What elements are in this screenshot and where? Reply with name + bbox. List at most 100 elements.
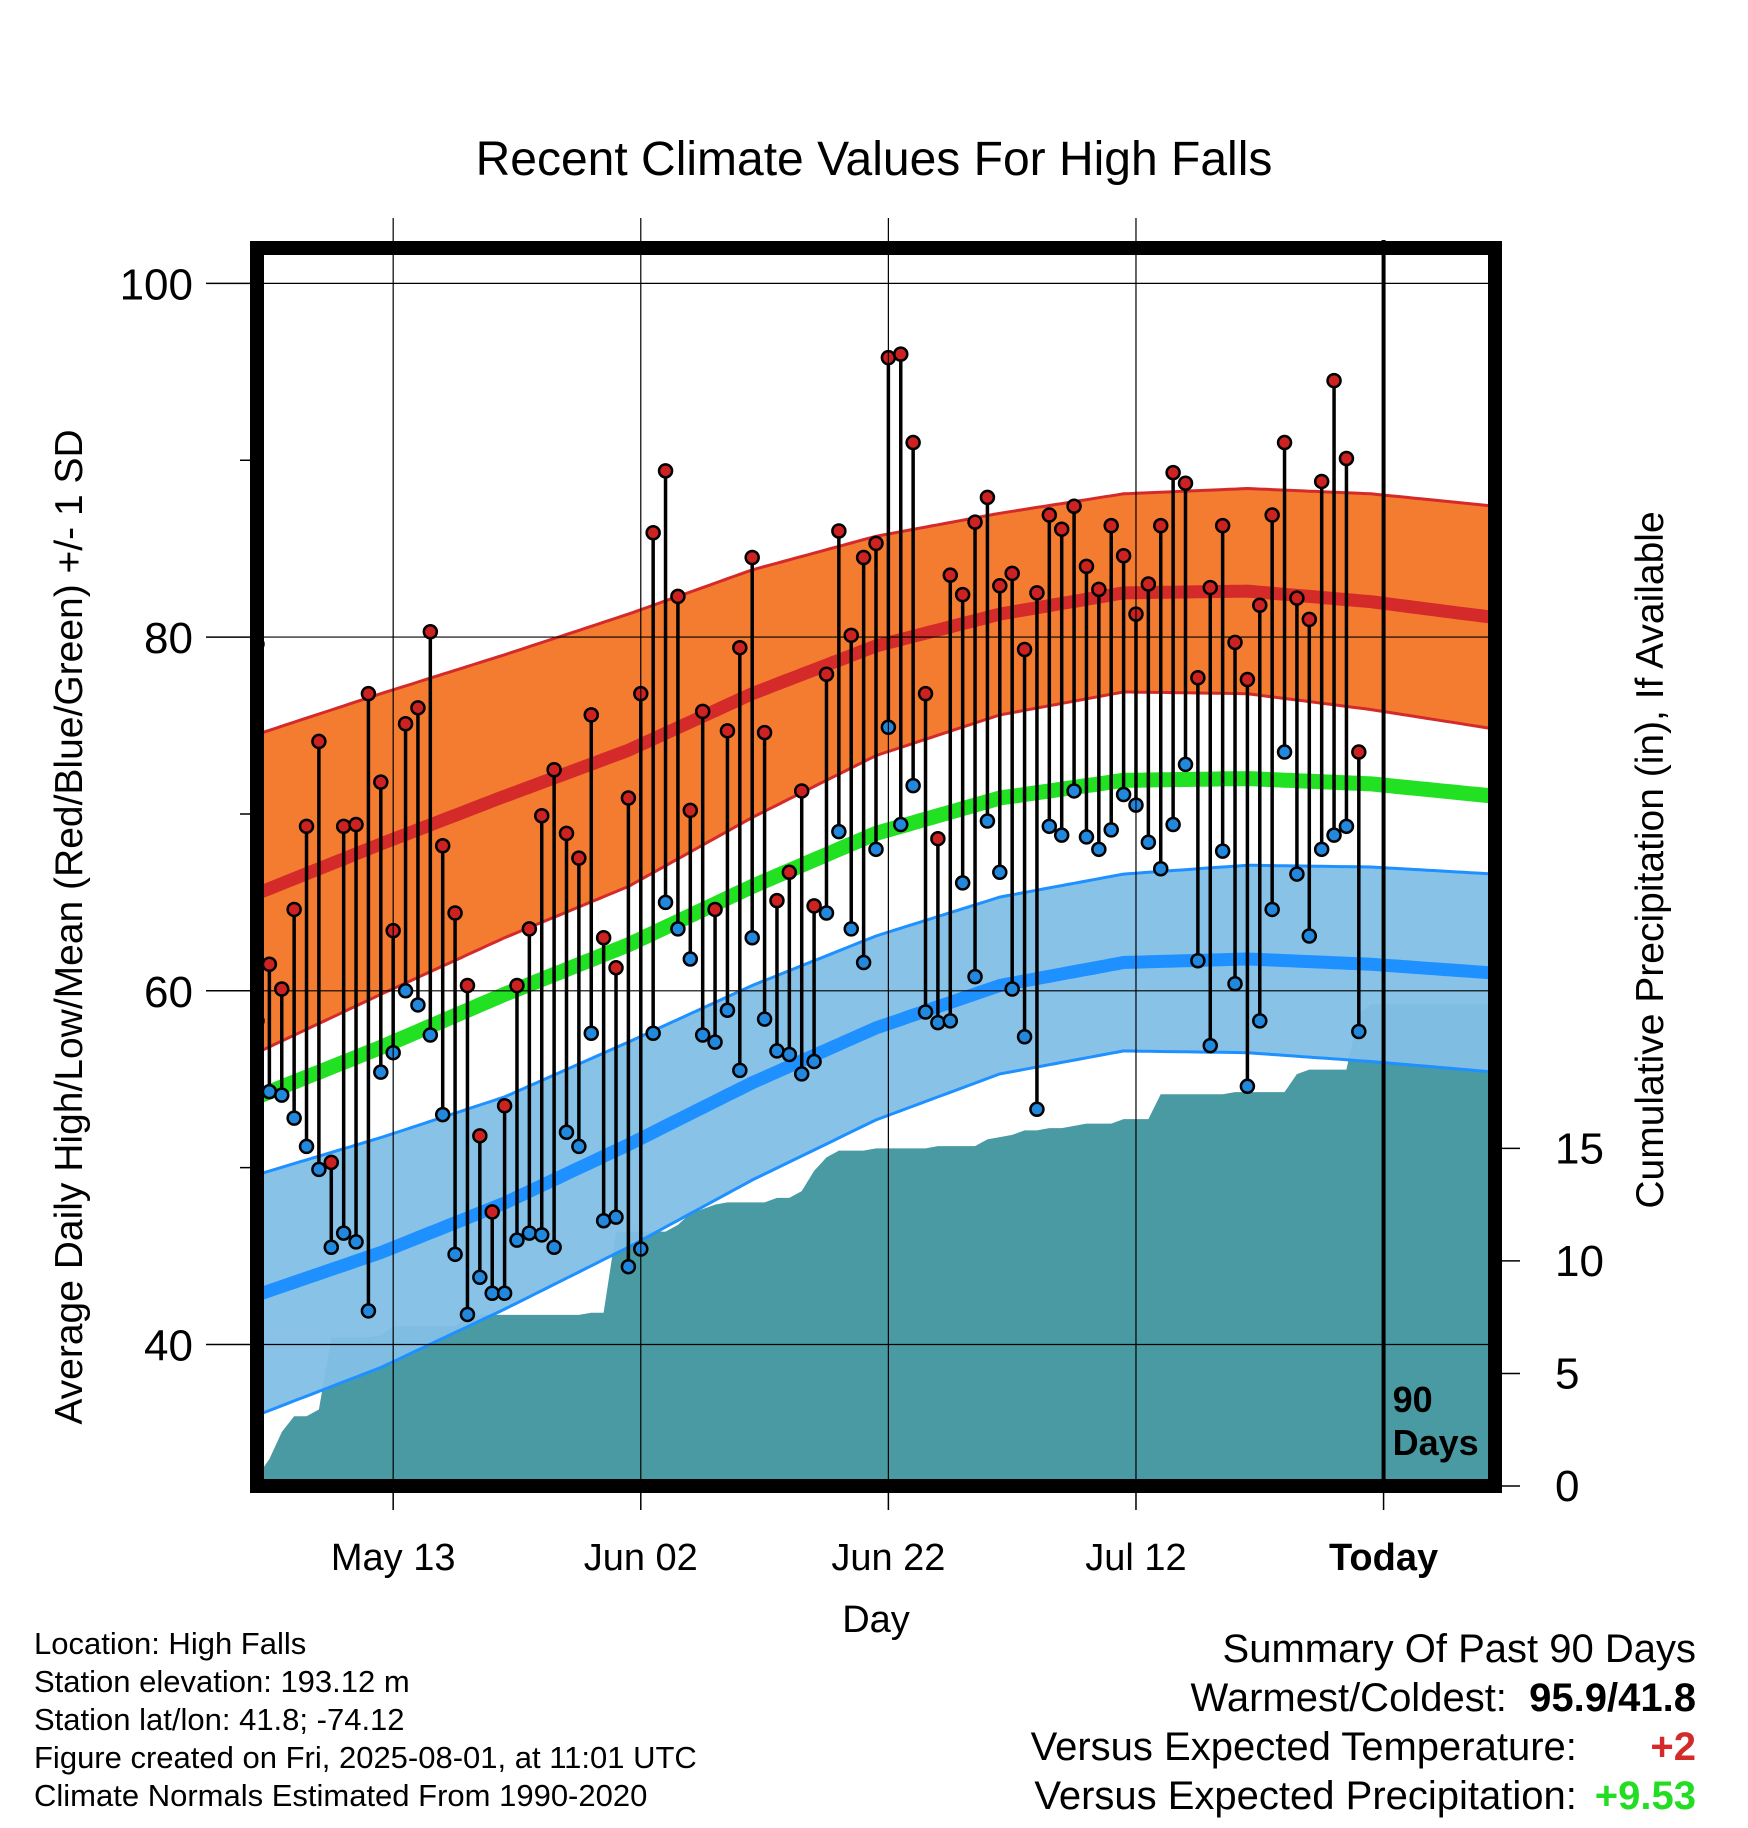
plot-area (257, 0, 1495, 1486)
x-tick-label: Jun 22 (831, 1537, 945, 1579)
obs-low-point (620, 1258, 637, 1275)
obs-low-point (719, 1002, 736, 1019)
temp-anomaly-value: +2 (1650, 1725, 1696, 1769)
obs-low-point (558, 1124, 575, 1141)
precip-anomaly-row: Versus Expected Precipitation: +9.53 (796, 1772, 1696, 1821)
obs-low-point (286, 1110, 302, 1126)
obs-low-point (1351, 1023, 1367, 1040)
obs-high-point (855, 549, 872, 566)
temp-anomaly-row: Versus Expected Temperature: +2 (796, 1723, 1696, 1772)
obs-high-point (756, 724, 773, 741)
y-tick-label: 60 (144, 968, 193, 1017)
obs-low-point (917, 1004, 934, 1020)
low-normal-line (257, 952, 1495, 1302)
obs-high-point (1338, 450, 1355, 467)
obs-high-point (620, 790, 637, 806)
obs-high-point (335, 818, 352, 835)
low-band-lower-edge (257, 1049, 1495, 1417)
plot-frame (250, 241, 1502, 1493)
obs-high-point (930, 830, 946, 847)
obs-high-point (1365, 0, 1378, 7)
obs-high-point (1004, 565, 1020, 582)
obs-low-point (1177, 756, 1194, 773)
obs-low-point (1190, 952, 1206, 969)
obs-high-point (274, 981, 290, 997)
obs-low-point (744, 929, 760, 946)
precip-anomaly-label: Versus Expected Precipitation: (1034, 1774, 1577, 1818)
precip-anomaly-value: +9.53 (1594, 1774, 1696, 1818)
obs-low-point (954, 875, 971, 891)
obs-low-point (1301, 928, 1318, 944)
obs-low-point (447, 1246, 463, 1263)
y-tick-label: 80 (144, 614, 193, 663)
obs-low-point (1016, 1029, 1033, 1045)
obs-low-point (1078, 829, 1095, 845)
obs-high-point (261, 956, 278, 973)
obs-low-point (967, 968, 983, 985)
obs-high-point (521, 921, 538, 937)
obs-high-point (348, 816, 364, 833)
obs-high-point (1289, 590, 1305, 606)
obs-high-point (496, 1098, 513, 1114)
location-text: Location: High Falls (34, 1626, 307, 1661)
elevation-text: Station elevation: 193.12 m (34, 1664, 410, 1699)
obs-low-point (707, 1034, 723, 1050)
obs-high-point (1252, 597, 1268, 614)
obs-low-point (979, 813, 996, 829)
obs-high-point (1214, 517, 1231, 534)
obs-high-point (546, 761, 562, 778)
obs-low-point (323, 1239, 340, 1255)
obs-low-point (657, 894, 674, 911)
obs-high-point (868, 535, 884, 552)
obs-low-point (1365, 0, 1378, 7)
obs-high-point (967, 514, 983, 530)
warm-cold-separator: / (1607, 1676, 1619, 1720)
y2-tick-label: 15 (1555, 1124, 1604, 1173)
obs-low-point (1264, 901, 1280, 918)
obs-low-point (1152, 861, 1169, 877)
y2-tick-label: 10 (1555, 1237, 1604, 1286)
obs-low-point (1202, 1037, 1219, 1054)
obs-high-point (447, 905, 463, 921)
obs-high-point (298, 818, 315, 835)
created-text: Figure created on Fri, 2025-08-01, at 11… (34, 1740, 697, 1775)
obs-high-point (1029, 585, 1045, 601)
obs-low-point (311, 1161, 327, 1178)
obs-low-point (1289, 866, 1305, 882)
obs-high-point (1276, 434, 1293, 451)
obs-low-point (1091, 841, 1107, 858)
obs-low-point (1115, 786, 1132, 803)
y2-axis-title: Cumulative Precipitation (in), If Availa… (1629, 511, 1672, 1208)
obs-high-point (434, 838, 451, 854)
obs-high-point (694, 703, 711, 720)
y2-tick-label: 5 (1555, 1349, 1579, 1398)
obs-low-point (1326, 827, 1342, 843)
obs-high-point (484, 1204, 500, 1220)
obs-high-point (917, 685, 934, 702)
summary-heading: Summary Of Past 90 Days (1222, 1627, 1696, 1671)
obs-high-point (979, 489, 996, 506)
obs-high-point (410, 700, 426, 716)
obs-low-point (732, 1062, 748, 1079)
precip-area (257, 1004, 1495, 1486)
obs-high-point (645, 524, 661, 541)
obs-high-point (843, 627, 859, 644)
obs-low-point (806, 1053, 822, 1070)
obs-low-point (756, 1011, 773, 1027)
obs-high-point (1326, 372, 1342, 389)
obs-low-point (1165, 816, 1181, 833)
obs-high-point (1016, 641, 1033, 658)
obs-high-point (397, 715, 414, 732)
obs-high-point (1177, 475, 1194, 491)
obs-low-point (905, 777, 921, 794)
obs-high-point (1165, 464, 1181, 481)
obs-high-point (670, 588, 686, 605)
obs-high-point (954, 586, 971, 603)
today-days-word: Days (1393, 1422, 1479, 1463)
obs-high-point (719, 723, 736, 739)
obs-low-point (373, 1064, 389, 1080)
obs-high-point (571, 850, 587, 866)
x-tick-label: May 13 (331, 1537, 456, 1579)
obs-low-point (571, 1138, 587, 1155)
